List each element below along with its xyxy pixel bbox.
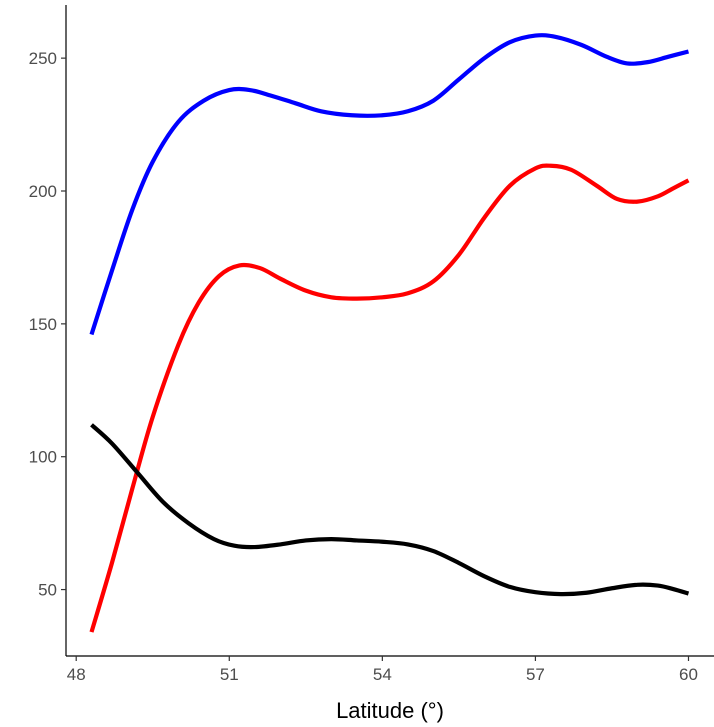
y-tick-label: 100 <box>29 448 57 467</box>
series-line-red <box>89 163 690 633</box>
y-tick-label: 250 <box>29 49 57 68</box>
series-layer <box>89 33 690 633</box>
x-axis-ticks: 48 51 54 57 60 <box>67 656 698 684</box>
series-line-black <box>90 423 690 597</box>
y-tick-label: 150 <box>29 315 57 334</box>
x-axis-title: Latitude (°) <box>336 698 444 723</box>
x-tick-label: 57 <box>526 665 545 684</box>
x-tick-label: 54 <box>373 665 392 684</box>
y-tick-label: 50 <box>38 581 57 600</box>
x-tick-label: 60 <box>679 665 698 684</box>
y-tick-label: 200 <box>29 182 57 201</box>
x-tick-label: 48 <box>67 665 86 684</box>
x-tick-label: 51 <box>220 665 239 684</box>
y-axis-ticks: 50 100 150 200 250 <box>29 49 66 600</box>
series-line-blue <box>89 33 690 336</box>
